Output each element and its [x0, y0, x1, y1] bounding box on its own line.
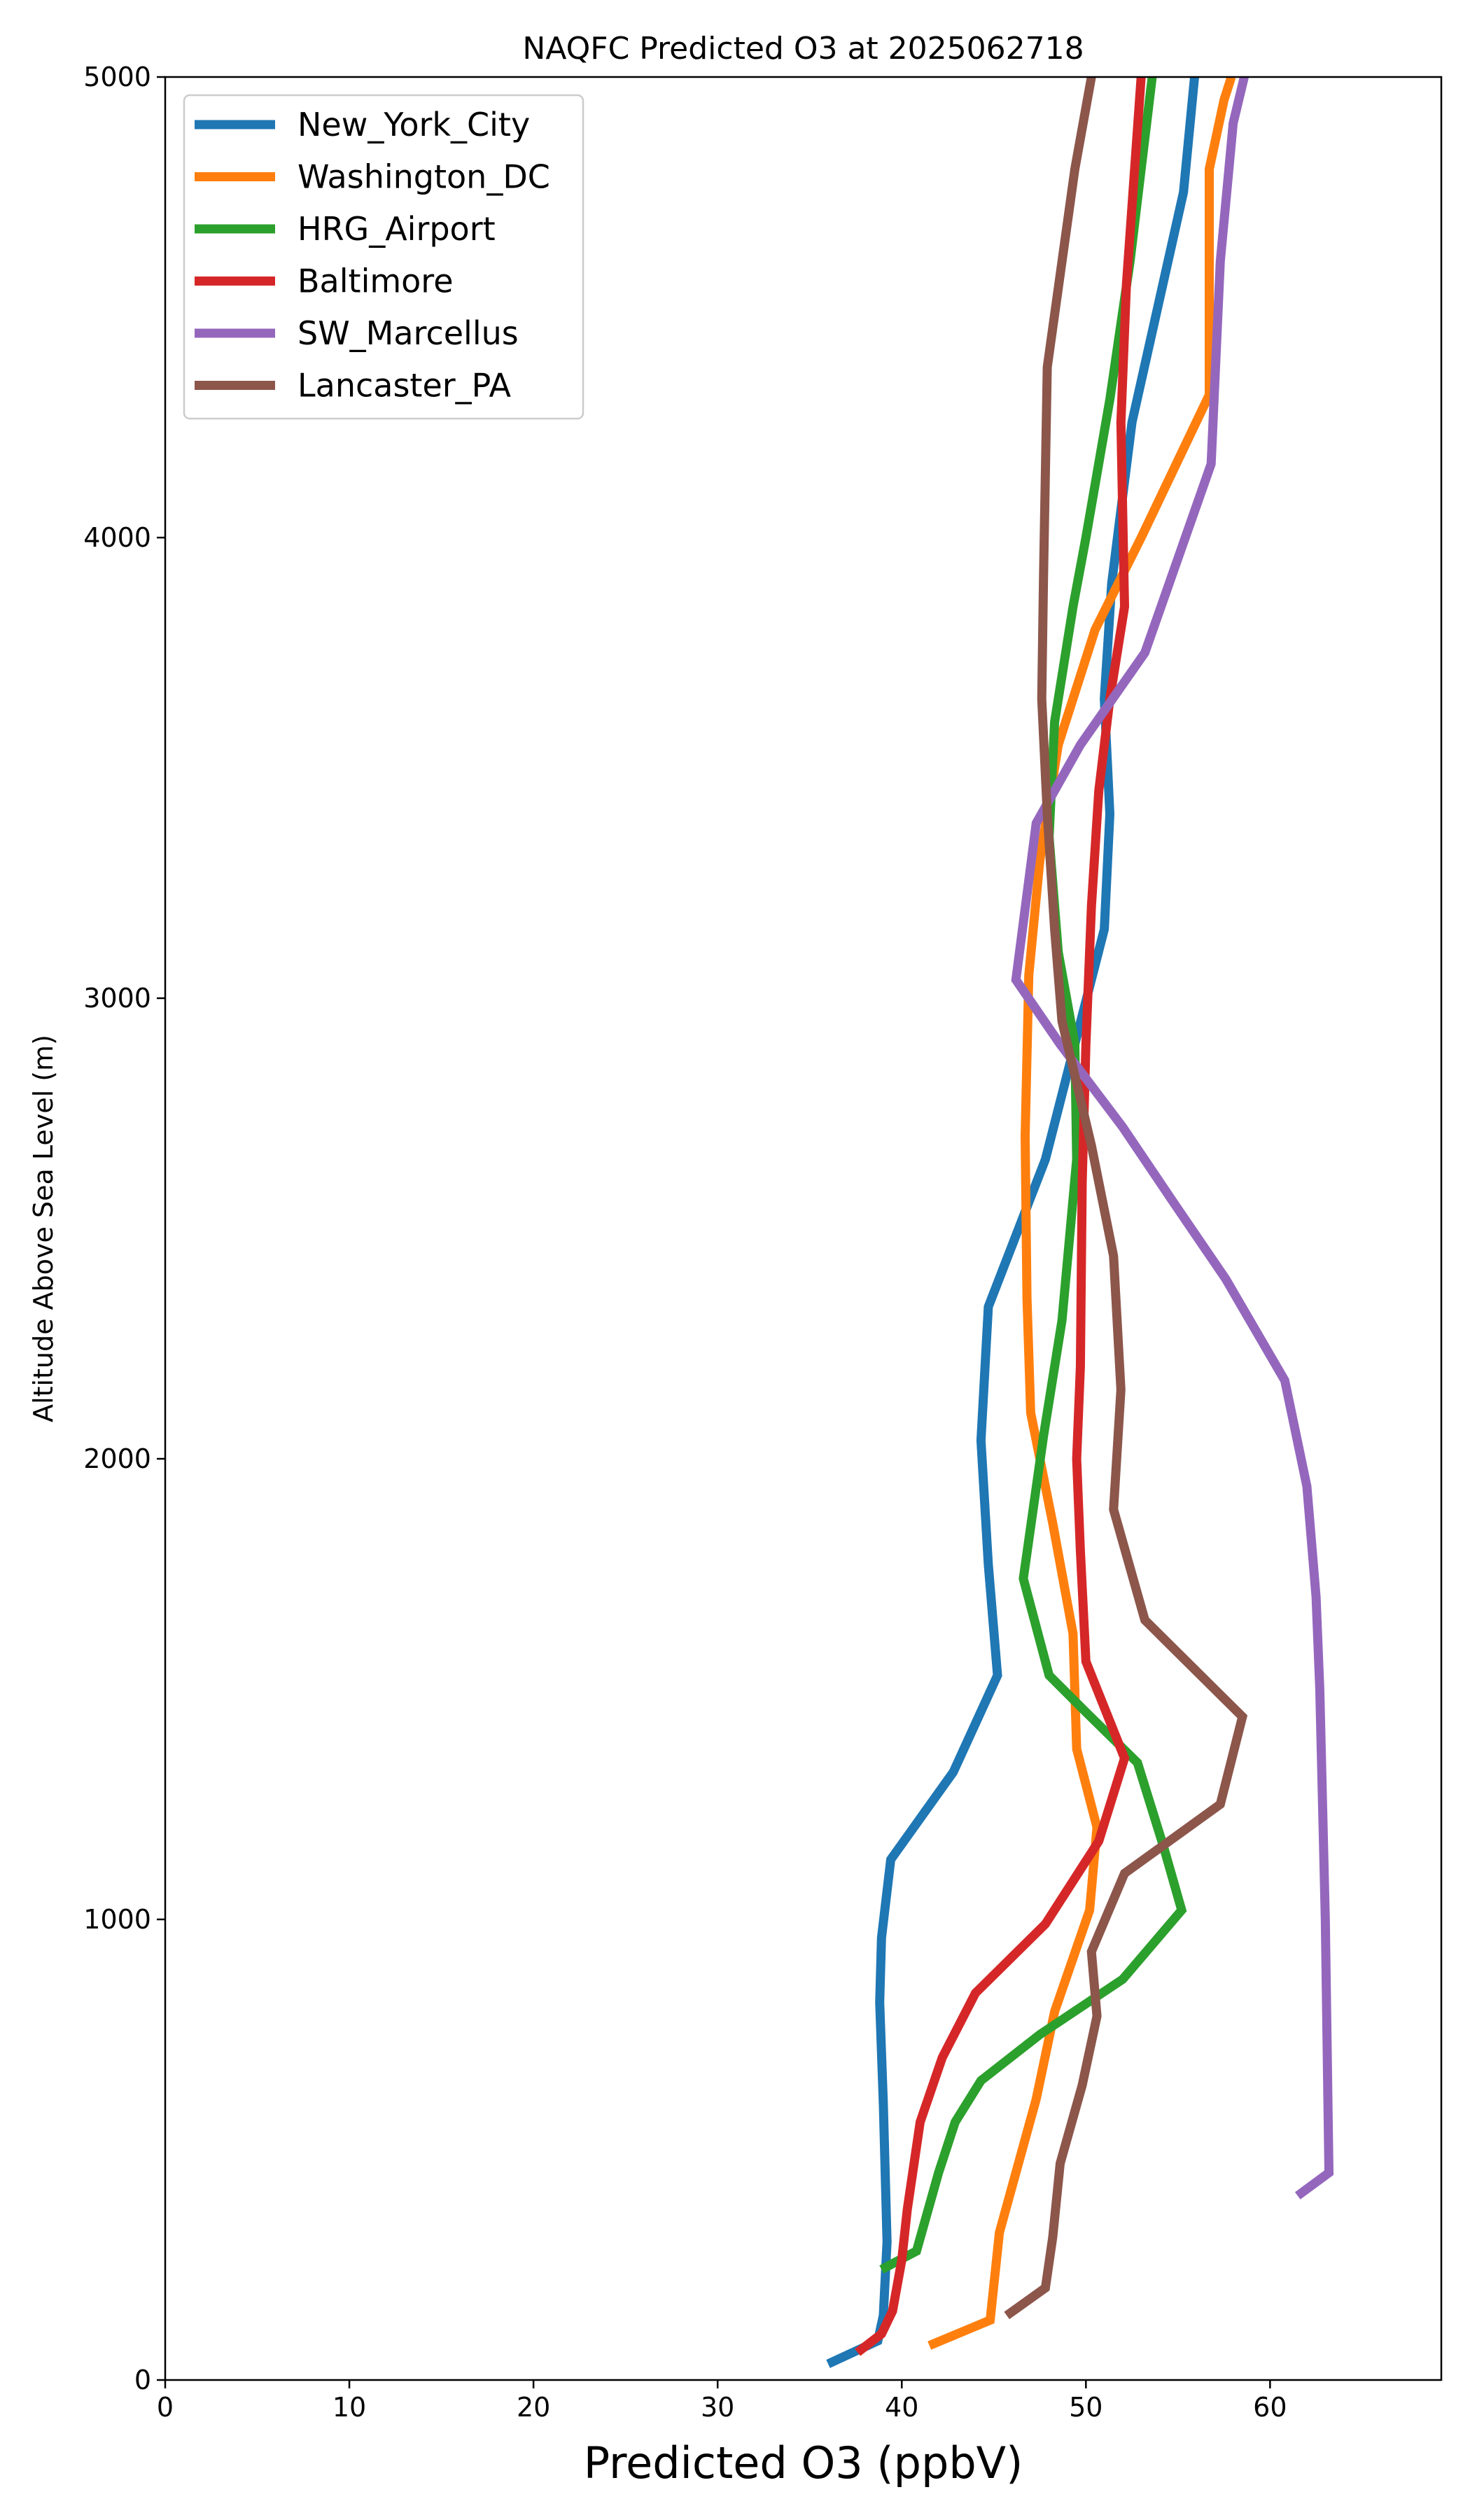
legend: New_York_City Washington_DC HRG_Airport Bal…	[183, 94, 584, 420]
y-tick-label: 5000	[83, 62, 151, 92]
series-line-washington-dc	[927, 77, 1236, 2350]
chart-title: NAQFC Predicted O3 at 2025062718	[522, 31, 1084, 66]
plot-frame	[164, 76, 1443, 2381]
series-line-new-york-city	[826, 77, 1199, 2368]
y-axis: 0 1000 2000 3000 4000 5000	[83, 62, 165, 2395]
y-tick-label: 4000	[83, 522, 151, 553]
series-line-hrg-airport	[879, 77, 1187, 2274]
y-tick-label: 3000	[83, 983, 151, 1014]
x-tick-label: 30	[701, 2392, 734, 2423]
x-tick-label: 20	[517, 2392, 550, 2423]
legend-label: Washington_DC	[298, 158, 550, 196]
legend-frame	[183, 94, 584, 420]
series-layer	[826, 77, 1334, 2368]
y-tick-label: 2000	[83, 1443, 151, 1474]
y-tick-label: 1000	[83, 1904, 151, 1935]
x-tick-label: 50	[1069, 2392, 1102, 2423]
legend-label: New_York_City	[298, 106, 530, 144]
x-axis-label: Predicted O3 (ppbV)	[584, 2437, 1023, 2488]
legend-label: Lancaster_PA	[298, 367, 511, 405]
x-tick-label: 40	[885, 2392, 918, 2423]
series-line-baltimore	[855, 77, 1146, 2356]
legend-label: Baltimore	[298, 262, 454, 300]
x-tick-label: 10	[332, 2392, 366, 2423]
y-tick-label: 0	[134, 2365, 151, 2395]
x-tick-label: 60	[1253, 2392, 1287, 2423]
x-tick-label: 0	[157, 2392, 174, 2423]
legend-label: SW_Marcellus	[298, 314, 519, 352]
x-axis: 0 10 20 30 40 50 60	[157, 2380, 1287, 2423]
series-line-lancaster-pa	[1004, 77, 1248, 2320]
y-axis-label: Altitude Above Sea Level (m)	[28, 1035, 59, 1422]
legend-label: HRG_Airport	[298, 210, 496, 248]
series-line-sw-marcellus	[1011, 77, 1334, 2200]
